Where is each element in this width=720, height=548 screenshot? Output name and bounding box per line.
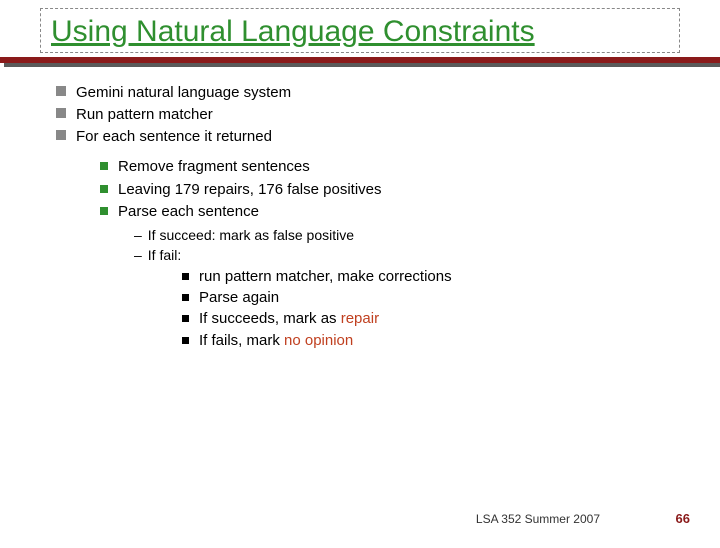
square-bullet-icon: [182, 315, 189, 322]
sub-sub-sublist: run pattern matcher, make corrections Pa…: [182, 267, 680, 351]
list-item: Run pattern matcher: [56, 105, 680, 125]
list-item: run pattern matcher, make corrections: [182, 267, 680, 287]
list-item: –If fail:: [134, 246, 680, 265]
list-item: For each sentence it returned: [56, 127, 680, 147]
highlight-text: repair: [341, 310, 379, 327]
square-bullet-icon: [182, 337, 189, 344]
list-item: Gemini natural language system: [56, 83, 680, 103]
square-bullet-icon: [56, 108, 66, 118]
item-text: If succeeds, mark as: [199, 310, 341, 327]
dash-bullet-icon: –: [134, 247, 142, 263]
title-container: Using Natural Language Constraints: [40, 8, 680, 53]
square-bullet-icon: [182, 273, 189, 280]
item-text: Leaving 179 repairs, 176 false positives: [118, 181, 382, 198]
footer-text: LSA 352 Summer 2007: [476, 512, 600, 526]
list-item: If succeeds, mark as repair: [182, 309, 680, 329]
item-text: Remove fragment sentences: [118, 158, 310, 175]
page-number: 66: [676, 511, 690, 526]
list-item: If fails, mark no opinion: [182, 331, 680, 351]
square-bullet-icon: [56, 86, 66, 96]
item-text: For each sentence it returned: [76, 128, 272, 145]
rule-shadow: [4, 63, 720, 67]
square-bullet-icon: [182, 294, 189, 301]
dash-bullet-icon: –: [134, 227, 142, 243]
sub-sublist: –If succeed: mark as false positive –If …: [134, 226, 680, 351]
slide: Using Natural Language Constraints Gemin…: [0, 8, 720, 548]
horizontal-rule: [0, 57, 720, 67]
list-item: –If succeed: mark as false positive: [134, 226, 680, 245]
square-bullet-icon: [100, 162, 108, 170]
item-text: Parse each sentence: [118, 203, 259, 220]
square-bullet-icon: [100, 207, 108, 215]
item-text: If fails, mark: [199, 332, 284, 349]
item-text: Run pattern matcher: [76, 106, 213, 123]
list-item: Remove fragment sentences: [100, 157, 680, 177]
square-bullet-icon: [56, 130, 66, 140]
item-text: If fail:: [148, 247, 181, 263]
highlight-text: no opinion: [284, 332, 353, 349]
item-text: If succeed: mark as false positive: [148, 227, 354, 243]
item-text: Parse again: [199, 289, 279, 306]
list-item: Leaving 179 repairs, 176 false positives: [100, 180, 680, 200]
slide-title: Using Natural Language Constraints: [51, 15, 669, 50]
item-text: Gemini natural language system: [76, 84, 291, 101]
list-item: Parse again: [182, 288, 680, 308]
sublist: Remove fragment sentences Leaving 179 re…: [100, 157, 680, 351]
item-text: run pattern matcher, make corrections: [199, 268, 452, 285]
content-area: Gemini natural language system Run patte…: [56, 83, 680, 351]
square-bullet-icon: [100, 185, 108, 193]
list-item: Parse each sentence: [100, 202, 680, 222]
